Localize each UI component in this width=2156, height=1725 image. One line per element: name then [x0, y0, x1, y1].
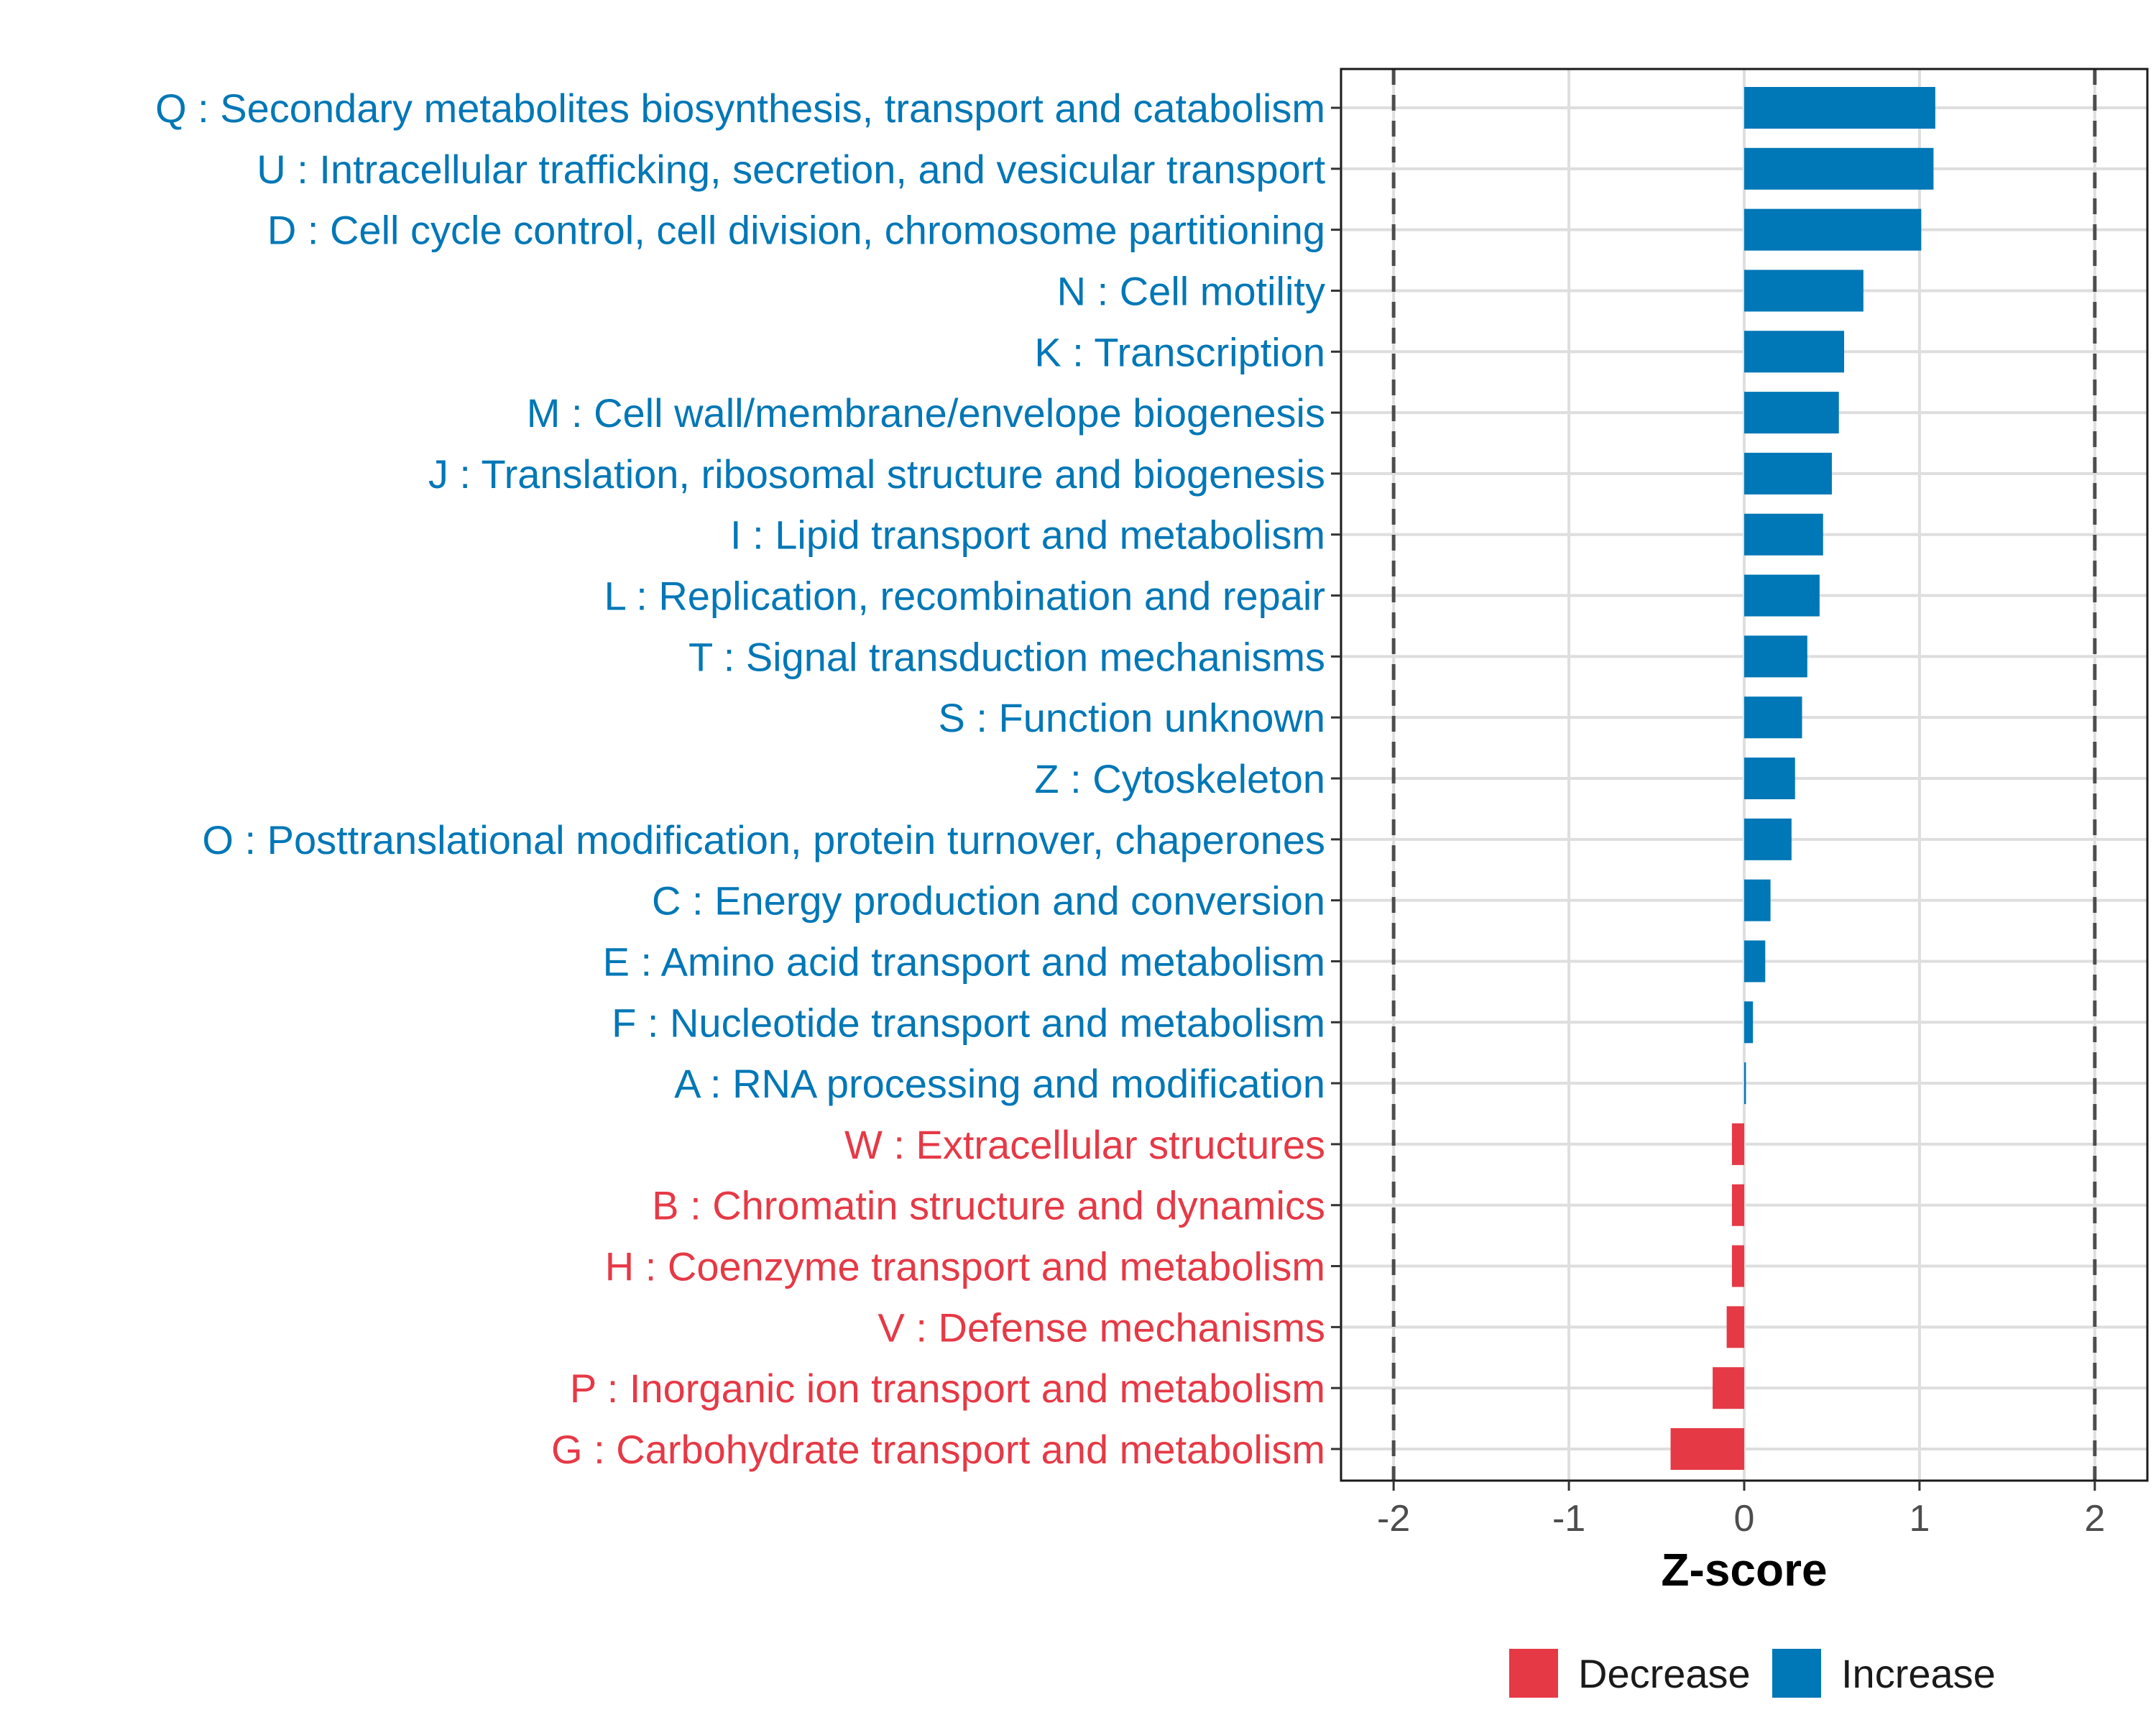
- bar: [1744, 392, 1839, 434]
- category-label: D : Cell cycle control, cell division, c…: [267, 208, 1325, 253]
- category-label: S : Function unknown: [938, 695, 1325, 740]
- category-label: M : Cell wall/membrane/envelope biogenes…: [527, 390, 1325, 436]
- bar: [1744, 452, 1832, 494]
- category-label: V : Defense mechanisms: [878, 1305, 1325, 1350]
- legend: Decrease Increase: [1509, 1649, 1996, 1698]
- category-label: U : Intracellular trafficking, secretion…: [257, 147, 1325, 192]
- bar: [1744, 147, 1934, 190]
- bar: [1744, 879, 1771, 921]
- category-label: L : Replication, recombination and repai…: [604, 574, 1325, 619]
- x-axis-title: Z-score: [1661, 1544, 1827, 1596]
- category-label: O : Posttranslational modification, prot…: [202, 817, 1325, 862]
- category-label: K : Transcription: [1034, 329, 1325, 374]
- category-label: C : Energy production and conversion: [652, 878, 1325, 924]
- bar: [1744, 696, 1802, 739]
- category-label: H : Coenzyme transport and metabolism: [605, 1244, 1325, 1289]
- bar: [1670, 1428, 1744, 1470]
- axis-layer: -2 -1 0 1 2 Z-score: [1331, 68, 2149, 1596]
- category-label: Z : Cytoskeleton: [1034, 756, 1325, 801]
- category-label: E : Amino acid transport and metabolism: [603, 939, 1325, 984]
- bar: [1744, 758, 1795, 799]
- category-label: I : Lipid transport and metabolism: [730, 512, 1325, 558]
- bar: [1744, 635, 1807, 678]
- category-label: J : Translation, ribosomal structure and…: [428, 451, 1325, 497]
- bar: [1731, 1245, 1744, 1287]
- legend-swatch: [1509, 1649, 1558, 1698]
- category-label: Q : Secondary metabolites biosynthesis, …: [155, 86, 1325, 131]
- bar: [1744, 1001, 1754, 1044]
- bar: [1744, 208, 1922, 251]
- bar: [1726, 1306, 1744, 1348]
- category-label: B : Chromatin structure and dynamics: [652, 1183, 1325, 1228]
- x-tick-label: -1: [1552, 1498, 1585, 1540]
- bar: [1744, 270, 1864, 312]
- legend-label: Increase: [1841, 1651, 1996, 1696]
- category-label: F : Nucleotide transport and metabolism: [612, 1000, 1325, 1045]
- bar: [1744, 818, 1792, 860]
- bar: [1744, 87, 1935, 129]
- x-tick-label: -2: [1377, 1498, 1410, 1540]
- category-label: W : Extracellular structures: [844, 1122, 1325, 1167]
- bar-layer: [1670, 87, 1935, 1470]
- x-tick-label: 2: [2084, 1498, 2105, 1540]
- category-label: N : Cell motility: [1057, 268, 1325, 313]
- category-label-layer: Q : Secondary metabolites biosynthesis, …: [155, 86, 1325, 1472]
- category-label: A : RNA processing and modification: [674, 1061, 1325, 1106]
- category-label: T : Signal transduction mechanisms: [688, 634, 1325, 679]
- bar: [1731, 1123, 1744, 1165]
- category-label: G : Carbohydrate transport and metabolis…: [551, 1427, 1325, 1472]
- bar: [1744, 574, 1820, 617]
- category-label: P : Inorganic ion transport and metaboli…: [570, 1366, 1325, 1411]
- legend-label: Decrease: [1578, 1651, 1751, 1696]
- bar: [1713, 1367, 1744, 1409]
- bar: [1731, 1184, 1744, 1226]
- bar: [1744, 1062, 1746, 1105]
- bar: [1744, 513, 1823, 556]
- x-tick-label: 0: [1734, 1498, 1755, 1540]
- x-tick-label: 1: [1909, 1498, 1930, 1540]
- legend-swatch: [1772, 1649, 1821, 1698]
- bar: [1744, 331, 1845, 373]
- bar: [1744, 940, 1766, 983]
